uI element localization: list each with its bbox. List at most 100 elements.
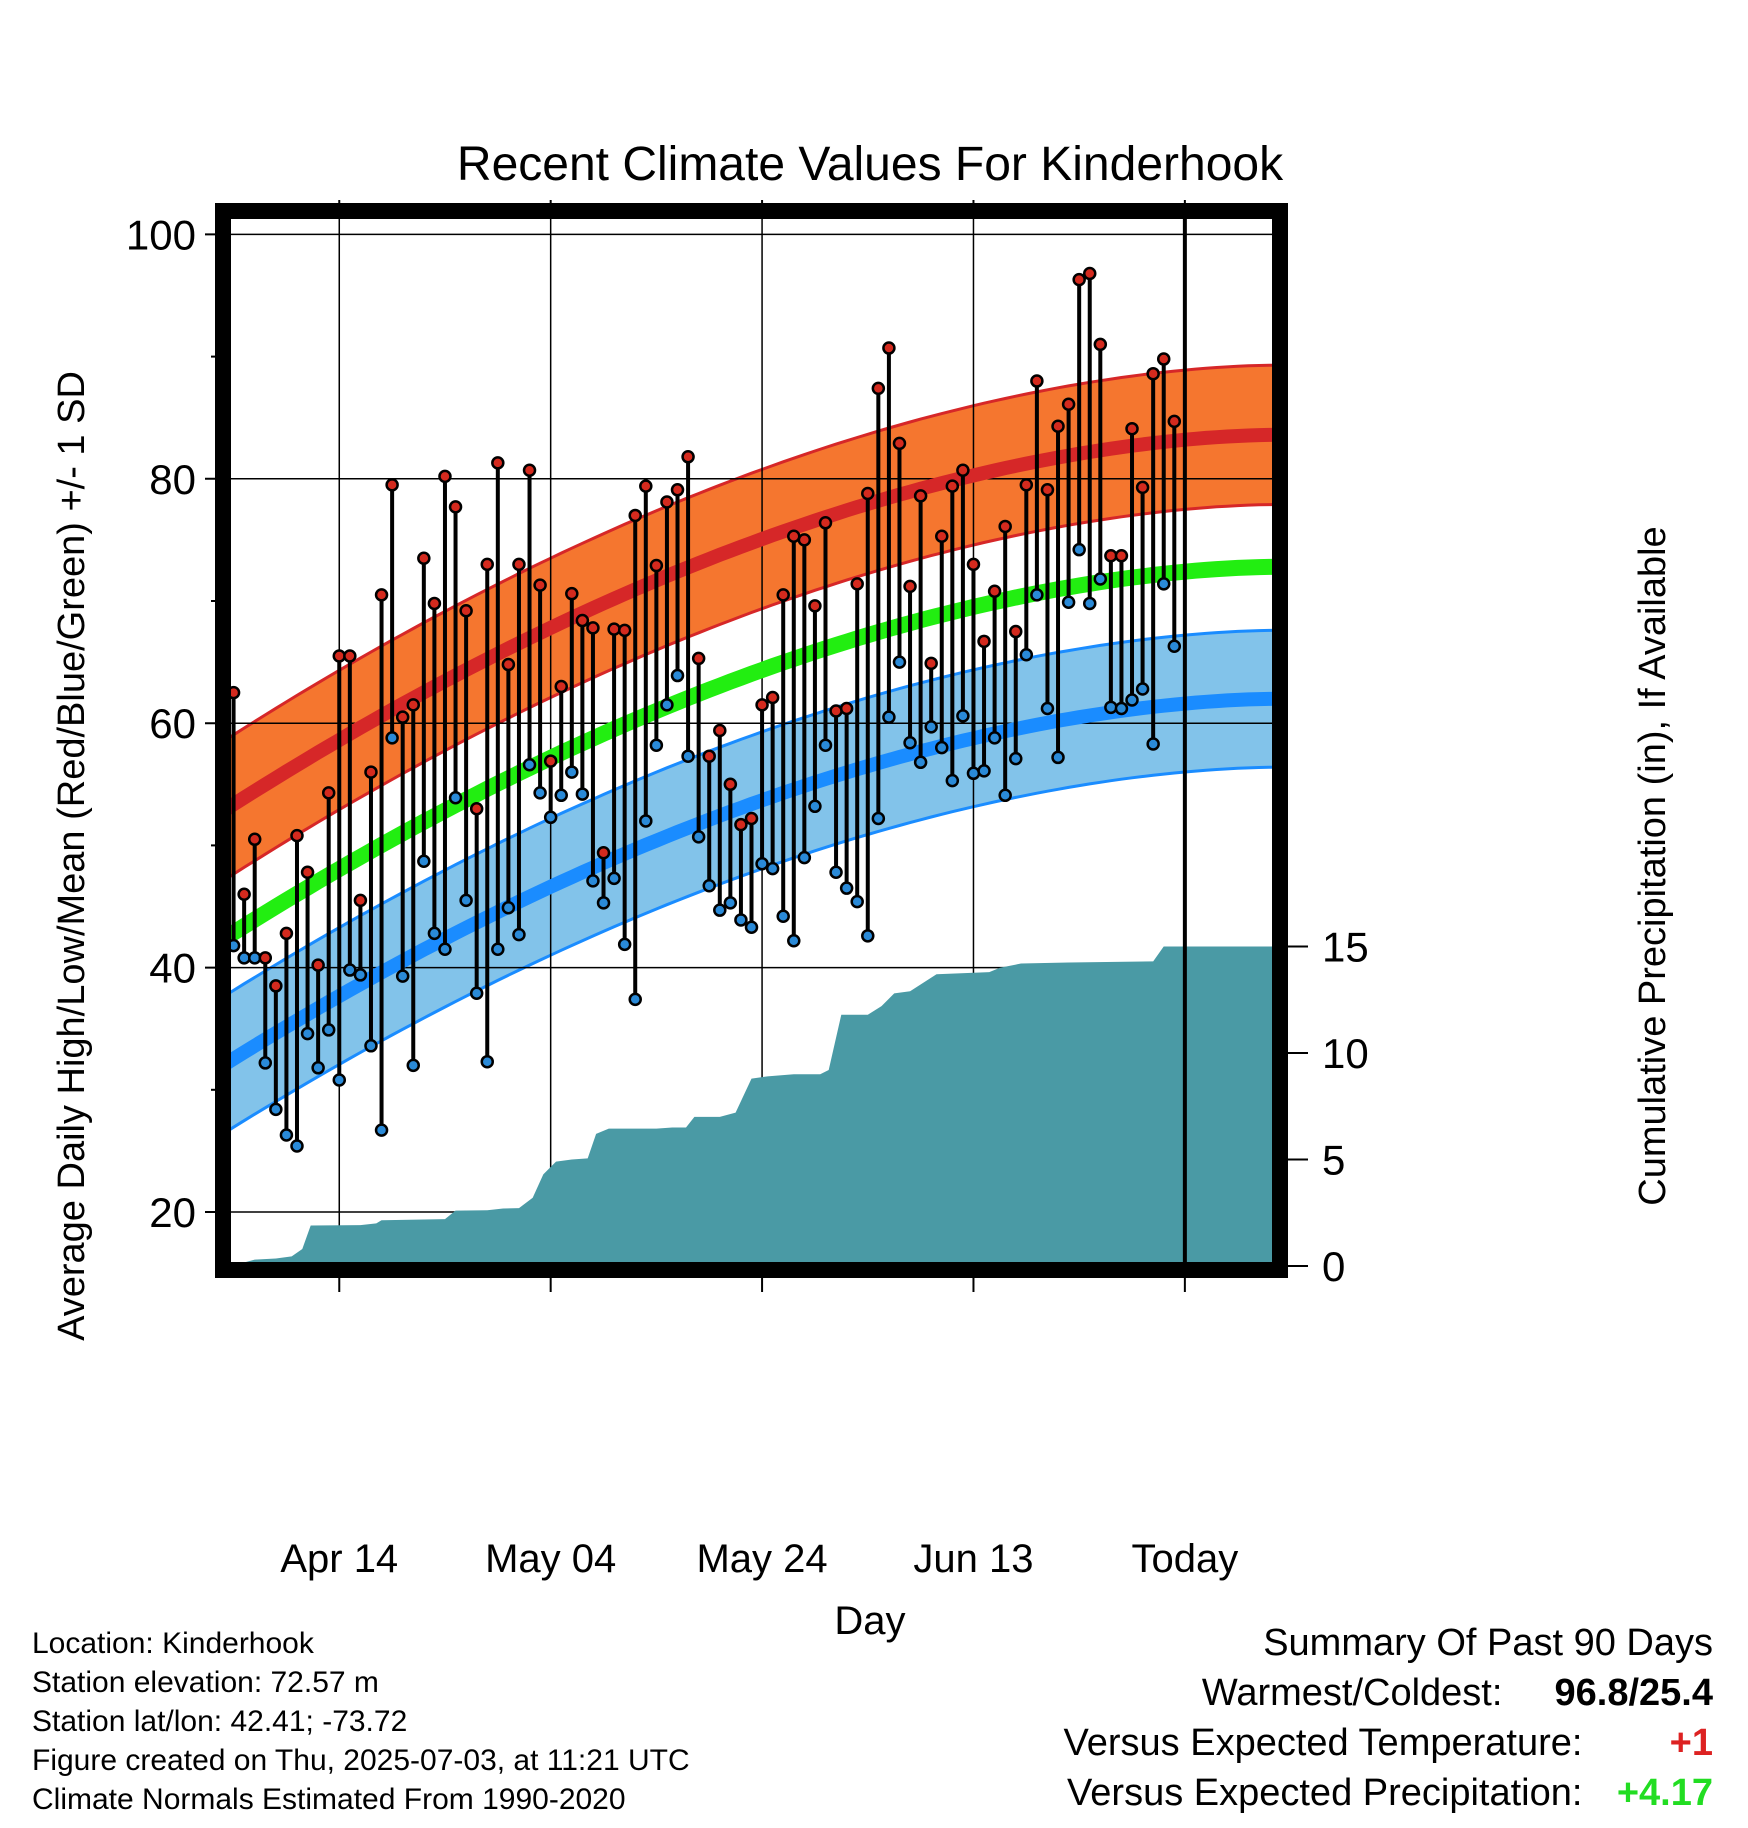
daily-low-point	[269, 1102, 283, 1117]
daily-high-point	[480, 557, 494, 572]
daily-high-point	[723, 777, 738, 792]
normal-high-band	[223, 365, 1280, 881]
created-text: Figure created on Thu, 2025-07-03, at 11…	[32, 1744, 690, 1777]
daily-high-point	[1114, 549, 1129, 563]
daily-low-point	[395, 969, 410, 983]
daily-low-point	[935, 740, 949, 755]
daily-high-point	[649, 558, 664, 573]
daily-low-point	[321, 1023, 336, 1037]
x-tick-label: Today	[1131, 1537, 1238, 1581]
daily-high-point	[744, 811, 759, 826]
daily-low-point	[1072, 542, 1086, 557]
daily-high-point	[818, 516, 833, 530]
daily-high-point	[1135, 480, 1150, 495]
daily-high-point	[1061, 397, 1076, 412]
daily-low-point	[987, 731, 1002, 745]
daily-high-point	[892, 436, 907, 451]
y-tick-label-left: 40	[149, 945, 196, 992]
daily-high-point	[765, 690, 780, 705]
daily-low-point	[924, 720, 938, 734]
x-tick-label: Jun 13	[913, 1537, 1033, 1581]
daily-low-point	[1019, 648, 1034, 662]
daily-low-point	[448, 790, 463, 805]
normal-low-line	[223, 691, 1280, 1072]
daily-low-point	[861, 929, 875, 943]
y-axis-label-right: Cumulative Precipitation (in), If Availa…	[1632, 526, 1674, 1205]
daily-low-point	[480, 1054, 494, 1069]
daily-low-point	[1125, 693, 1139, 707]
daily-low-point	[586, 874, 600, 888]
daily-high-point	[755, 698, 769, 712]
daily-high-point	[861, 486, 875, 501]
daily-low-point	[871, 811, 886, 826]
daily-low-point	[818, 738, 833, 752]
y-tick-label-right: 0	[1322, 1243, 1345, 1290]
daily-high-point	[290, 828, 304, 843]
daily-low-point	[343, 963, 357, 977]
daily-low-point	[374, 1123, 389, 1137]
daily-low-point	[279, 1128, 294, 1142]
daily-low-point	[765, 861, 780, 876]
y-tick-label-left: 20	[149, 1189, 196, 1236]
precip-row: Versus Expected Precipitation: +4.17	[1064, 1768, 1713, 1818]
daily-high-point	[1030, 374, 1044, 388]
daily-high-point	[1093, 337, 1108, 352]
daily-low-point	[956, 709, 970, 723]
daily-low-point	[1009, 751, 1023, 766]
daily-low-point	[1135, 682, 1150, 696]
station-info: Location: Kinderhook Station elevation: …	[32, 1624, 690, 1819]
daily-low-point	[290, 1139, 304, 1153]
daily-high-point	[713, 723, 727, 738]
daily-high-point	[1125, 421, 1139, 436]
daily-high-point	[1040, 483, 1055, 497]
precip-label: Versus Expected Precipitation:	[1067, 1772, 1583, 1814]
daily-high-point	[956, 463, 970, 477]
daily-high-point	[734, 817, 748, 832]
daily-low-point	[364, 1039, 378, 1053]
y-tick-label-left: 80	[149, 456, 196, 503]
y-tick-label-right: 10	[1322, 1030, 1369, 1077]
daily-low-point	[776, 909, 790, 924]
daily-high-point	[977, 634, 991, 649]
daily-high-point	[406, 698, 421, 712]
y-tick-label-right: 5	[1322, 1137, 1345, 1184]
daily-high-point	[343, 649, 357, 663]
daily-high-point	[596, 845, 611, 860]
chart-title: Recent Climate Values For Kinderhook	[457, 138, 1284, 191]
daily-high-point	[1167, 414, 1182, 429]
daily-low-point	[617, 937, 632, 952]
plot-frame	[215, 203, 1288, 1278]
daily-low-point	[734, 913, 748, 927]
daily-high-point	[279, 926, 294, 941]
daily-high-point	[533, 578, 547, 592]
daily-low-point	[332, 1073, 347, 1087]
daily-high-point	[628, 508, 642, 523]
x-axis-label: Day	[834, 1599, 905, 1643]
daily-high-point	[469, 801, 484, 816]
daily-high-point	[247, 832, 262, 847]
daily-low-point	[945, 773, 960, 788]
daily-high-point	[374, 588, 389, 602]
warm-cold-label: Warmest/Coldest:	[1201, 1672, 1503, 1714]
daily-low-point	[596, 896, 611, 910]
daily-low-point	[258, 1056, 273, 1070]
daily-low-point	[438, 942, 452, 957]
daily-high-point	[691, 651, 706, 666]
daily-high-point	[258, 951, 273, 965]
daily-high-point	[966, 557, 981, 572]
warm-cold-value: 96.8/25.4	[1554, 1672, 1713, 1714]
daily-high-point	[501, 657, 516, 672]
daily-low-point	[1082, 596, 1097, 611]
x-tick-label: Apr 14	[280, 1537, 398, 1581]
daily-high-point	[395, 710, 410, 724]
daily-low-point	[522, 757, 537, 772]
daily-low-point	[427, 926, 442, 941]
daily-low-point	[649, 738, 664, 752]
daily-high-point	[512, 557, 526, 572]
normals-text: Climate Normals Estimated From 1990-2020	[32, 1783, 626, 1816]
daily-high-point	[797, 533, 812, 547]
daily-high-point	[417, 551, 431, 565]
daily-high-point	[945, 479, 960, 493]
daily-high-point	[237, 887, 251, 902]
